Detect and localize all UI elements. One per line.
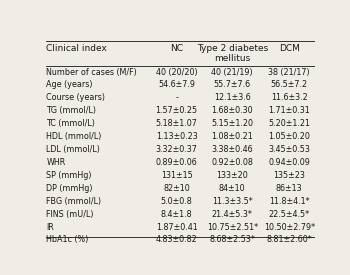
Text: 40 (20/20): 40 (20/20) (156, 68, 197, 76)
Text: 82±10: 82±10 (163, 184, 190, 193)
Text: 12.1±3.6: 12.1±3.6 (214, 93, 251, 102)
Text: 1.87±0.41: 1.87±0.41 (156, 222, 197, 232)
Text: 131±15: 131±15 (161, 171, 192, 180)
Text: 0.94±0.09: 0.94±0.09 (268, 158, 310, 167)
Text: 1.05±0.20: 1.05±0.20 (268, 132, 310, 141)
Text: 3.45±0.53: 3.45±0.53 (268, 145, 310, 154)
Text: 3.32±0.37: 3.32±0.37 (156, 145, 198, 154)
Text: FINS (mU/L): FINS (mU/L) (47, 210, 94, 219)
Text: 8.4±1.8: 8.4±1.8 (161, 210, 192, 219)
Text: 0.89±0.06: 0.89±0.06 (156, 158, 197, 167)
Text: DP (mmHg): DP (mmHg) (47, 184, 93, 193)
Text: -: - (175, 93, 178, 102)
Text: 5.18±1.07: 5.18±1.07 (156, 119, 198, 128)
Text: TG (mmol/L): TG (mmol/L) (47, 106, 97, 115)
Text: DCM: DCM (279, 43, 300, 53)
Text: LDL (mmol/L): LDL (mmol/L) (47, 145, 100, 154)
Text: 1.71±0.31: 1.71±0.31 (268, 106, 310, 115)
Text: 84±10: 84±10 (219, 184, 246, 193)
Text: HbA1c (%): HbA1c (%) (47, 235, 89, 244)
Text: 8.81±2.60*: 8.81±2.60* (266, 235, 312, 244)
Text: 133±20: 133±20 (216, 171, 248, 180)
Text: 55.7±7.6: 55.7±7.6 (214, 80, 251, 89)
Text: Number of cases (M/F): Number of cases (M/F) (47, 68, 137, 76)
Text: 135±23: 135±23 (273, 171, 305, 180)
Text: 10.50±2.79*: 10.50±2.79* (264, 222, 315, 232)
Text: SP (mmHg): SP (mmHg) (47, 171, 92, 180)
Text: 1.13±0.23: 1.13±0.23 (156, 132, 197, 141)
Text: 8.68±2.53*: 8.68±2.53* (209, 235, 255, 244)
Text: 11.6±3.2: 11.6±3.2 (271, 93, 308, 102)
Text: 56.5±7.2: 56.5±7.2 (271, 80, 308, 89)
Text: FBG (mmol/L): FBG (mmol/L) (47, 197, 102, 206)
Text: 1.57±0.25: 1.57±0.25 (156, 106, 198, 115)
Text: 10.75±2.51*: 10.75±2.51* (207, 222, 258, 232)
Text: HDL (mmol/L): HDL (mmol/L) (47, 132, 102, 141)
Text: IR: IR (47, 222, 54, 232)
Text: 5.20±1.21: 5.20±1.21 (268, 119, 310, 128)
Text: 22.5±4.5*: 22.5±4.5* (269, 210, 310, 219)
Text: NC: NC (170, 43, 183, 53)
Text: 21.4±5.3*: 21.4±5.3* (212, 210, 253, 219)
Text: TC (mmol/L): TC (mmol/L) (47, 119, 95, 128)
Text: Age (years): Age (years) (47, 80, 93, 89)
Text: 38 (21/17): 38 (21/17) (268, 68, 310, 76)
Text: 40 (21/19): 40 (21/19) (211, 68, 253, 76)
Text: 11.8±4.1*: 11.8±4.1* (269, 197, 309, 206)
Text: 4.83±0.82: 4.83±0.82 (156, 235, 197, 244)
Text: WHR: WHR (47, 158, 66, 167)
Text: 1.08±0.21: 1.08±0.21 (211, 132, 253, 141)
Text: 5.15±1.20: 5.15±1.20 (211, 119, 253, 128)
Text: 1.68±0.30: 1.68±0.30 (211, 106, 253, 115)
Text: 3.38±0.46: 3.38±0.46 (211, 145, 253, 154)
Text: 11.3±3.5*: 11.3±3.5* (212, 197, 253, 206)
Text: 54.6±7.9: 54.6±7.9 (158, 80, 195, 89)
Text: Course (years): Course (years) (47, 93, 105, 102)
Text: 86±13: 86±13 (276, 184, 302, 193)
Text: Clinical index: Clinical index (47, 43, 107, 53)
Text: 5.0±0.8: 5.0±0.8 (161, 197, 192, 206)
Text: 0.92±0.08: 0.92±0.08 (211, 158, 253, 167)
Text: Type 2 diabetes
mellitus: Type 2 diabetes mellitus (197, 43, 268, 63)
